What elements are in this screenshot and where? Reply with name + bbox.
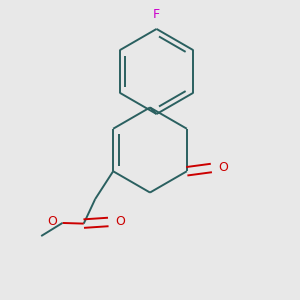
Text: F: F (153, 8, 160, 21)
Text: O: O (116, 215, 125, 229)
Text: O: O (219, 161, 228, 175)
Text: O: O (48, 215, 58, 228)
